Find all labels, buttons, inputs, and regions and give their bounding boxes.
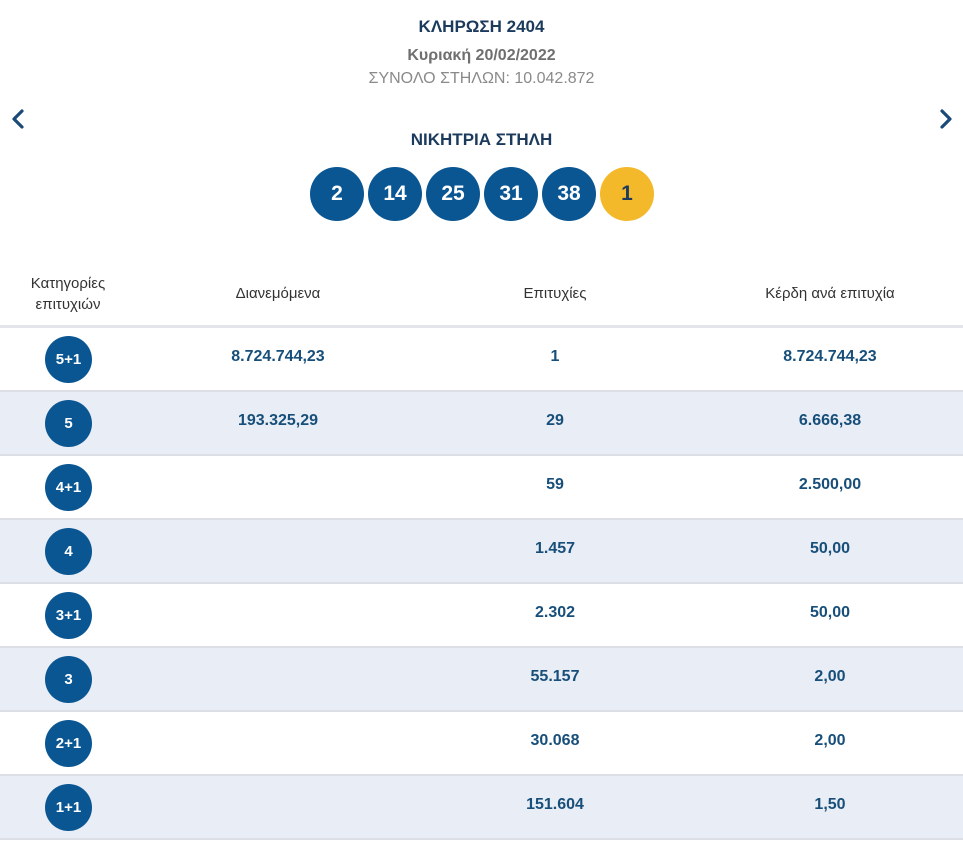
winners-value: 1.457 bbox=[534, 540, 576, 557]
prize-value: 8.724.744,23 bbox=[783, 348, 877, 365]
results-table-body: 5+1 8.724.744,23 1 8.724.744,23 5 193.32… bbox=[0, 328, 963, 840]
bonus-ball: 1 bbox=[600, 167, 654, 221]
table-row: 5+1 8.724.744,23 1 8.724.744,23 bbox=[0, 328, 963, 392]
winning-ball: 31 bbox=[484, 167, 538, 221]
category-badge: 5 bbox=[45, 400, 92, 447]
header-distributed-label: Διανεμόμενα bbox=[235, 285, 321, 302]
draw-title: ΚΛΗΡΩΣΗ 2404 bbox=[418, 17, 545, 36]
table-row: 5 193.325,29 29 6.666,38 bbox=[0, 392, 963, 456]
winning-ball: 2 bbox=[310, 167, 364, 221]
distributed-value: 8.724.744,23 bbox=[231, 348, 325, 365]
category-badge: 3+1 bbox=[45, 592, 92, 639]
distributed-value bbox=[178, 710, 378, 772]
distributed-value bbox=[178, 582, 378, 644]
prize-value: 1,50 bbox=[814, 796, 846, 813]
category-badge: 3 bbox=[45, 656, 92, 703]
winning-ball: 14 bbox=[368, 167, 422, 221]
prize-value: 50,00 bbox=[809, 540, 851, 557]
winners-value: 2.302 bbox=[534, 604, 576, 621]
header-category-label: Κατηγορίες επιτυχιών bbox=[30, 274, 106, 313]
prize-value: 2,00 bbox=[814, 732, 846, 749]
results-table-header: Κατηγορίες επιτυχιών Διανεμόμενα Επιτυχί… bbox=[0, 262, 963, 328]
prize-value: 50,00 bbox=[809, 604, 851, 621]
header-winners-label: Επιτυχίες bbox=[523, 285, 587, 302]
winners-value: 151.604 bbox=[526, 796, 584, 813]
chevron-right-icon bbox=[940, 109, 952, 129]
prize-value: 6.666,38 bbox=[798, 412, 862, 429]
header-category: Κατηγορίες επιτυχιών bbox=[8, 262, 128, 325]
distributed-value bbox=[178, 774, 378, 836]
distributed-value: 193.325,29 bbox=[237, 412, 319, 429]
distributed-value bbox=[178, 454, 378, 516]
prize-value: 2,00 bbox=[814, 668, 846, 685]
winning-numbers: 2 14 25 31 38 1 bbox=[0, 167, 963, 221]
table-row: 4 1.457 50,00 bbox=[0, 520, 963, 584]
winners-value: 59 bbox=[546, 476, 564, 493]
header-prize: Κέρδη ανά επιτυχία bbox=[730, 262, 930, 325]
distributed-value bbox=[178, 646, 378, 708]
draw-total-columns: ΣΥΝΟΛΟ ΣΤΗΛΩΝ: 10.042.872 bbox=[368, 70, 595, 87]
table-row: 4+1 59 2.500,00 bbox=[0, 456, 963, 520]
winners-value: 1 bbox=[550, 348, 560, 365]
next-draw-button[interactable] bbox=[932, 104, 960, 134]
draw-date: Κυριακή 20/02/2022 bbox=[407, 47, 556, 64]
winning-ball: 38 bbox=[542, 167, 596, 221]
prize-value: 2.500,00 bbox=[798, 476, 862, 493]
winners-value: 55.157 bbox=[530, 668, 580, 685]
category-badge: 1+1 bbox=[45, 784, 92, 831]
header-winners: Επιτυχίες bbox=[455, 262, 655, 325]
winning-ball: 25 bbox=[426, 167, 480, 221]
category-badge: 4 bbox=[45, 528, 92, 575]
table-row: 3+1 2.302 50,00 bbox=[0, 584, 963, 648]
category-badge: 4+1 bbox=[45, 464, 92, 511]
winning-column-label: ΝΙΚΗΤΡΙΑ ΣΤΗΛΗ bbox=[410, 130, 553, 149]
distributed-value bbox=[178, 518, 378, 580]
category-badge: 2+1 bbox=[45, 720, 92, 767]
table-row: 1+1 151.604 1,50 bbox=[0, 776, 963, 840]
header-distributed: Διανεμόμενα bbox=[178, 262, 378, 325]
winners-value: 30.068 bbox=[530, 732, 580, 749]
category-badge: 5+1 bbox=[45, 336, 92, 383]
table-row: 2+1 30.068 2,00 bbox=[0, 712, 963, 776]
header-prize-label: Κέρδη ανά επιτυχία bbox=[765, 285, 895, 302]
table-row: 3 55.157 2,00 bbox=[0, 648, 963, 712]
winners-value: 29 bbox=[546, 412, 564, 429]
previous-draw-button[interactable] bbox=[4, 104, 32, 134]
chevron-left-icon bbox=[12, 109, 24, 129]
